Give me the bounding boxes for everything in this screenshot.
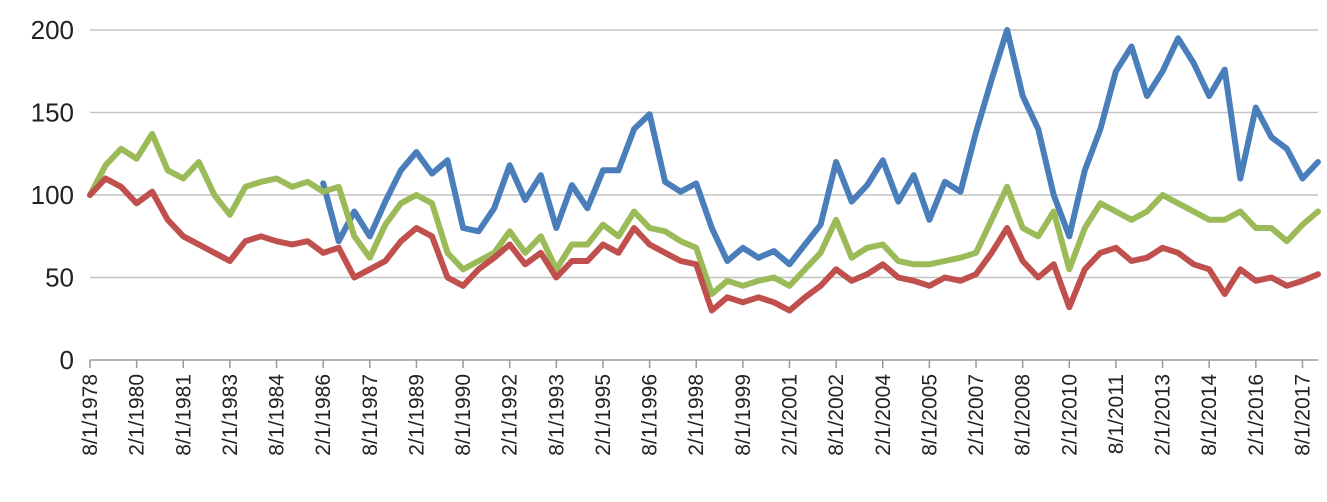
y-tick-label: 50	[45, 263, 74, 293]
gridlines	[90, 29, 1318, 361]
x-tick-label: 2/1/1989	[405, 374, 428, 456]
x-tick-label: 2/1/2010	[1058, 374, 1081, 456]
x-tick-label: 8/1/2008	[1012, 374, 1035, 456]
x-tick-label: 8/1/1987	[359, 374, 382, 456]
x-tick-label: 2/1/2013	[1152, 374, 1175, 456]
x-tick-label: 8/1/2011	[1105, 374, 1128, 454]
series-line-3	[87, 175, 1321, 314]
x-tick-label: 8/1/1996	[639, 374, 662, 456]
x-tick-label: 2/1/1983	[219, 374, 242, 456]
x-tick-label: 8/1/2014	[1198, 374, 1221, 456]
x-tick-label: 2/1/1995	[592, 374, 615, 456]
series-line-1	[320, 27, 1321, 268]
x-tick-label: 2/1/1992	[499, 374, 522, 456]
y-tick-label: 200	[31, 15, 74, 45]
x-tick-label: 8/1/1993	[545, 374, 568, 456]
y-tick-label: 0	[60, 345, 74, 375]
x-axis-ticks: 8/1/1978 2/1/1980 8/1/1981 2/1/1983 8/1/1984…	[79, 360, 1314, 456]
y-tick-label: 150	[31, 98, 74, 128]
x-tick-label: 2/1/2001	[778, 374, 801, 456]
y-axis-ticks: 0 50 100 150 200	[31, 15, 74, 375]
y-tick-label: 100	[31, 180, 74, 210]
x-tick-label: 8/1/1999	[732, 374, 755, 456]
x-tick-label: 2/1/2007	[965, 374, 988, 456]
x-tick-label: 8/1/2002	[825, 374, 848, 456]
x-tick-label: 2/1/1980	[126, 374, 149, 456]
series-line-2	[87, 130, 1321, 297]
x-tick-label: 2/1/1986	[312, 374, 335, 456]
x-tick-label: 8/1/1978	[79, 374, 102, 456]
x-tick-label: 8/1/1984	[266, 374, 289, 456]
x-tick-label: 2/1/2016	[1245, 374, 1268, 456]
series-lines	[87, 27, 1321, 314]
x-tick-label: 8/1/1990	[452, 374, 475, 456]
x-tick-label: 8/1/2017	[1291, 374, 1314, 456]
x-tick-label: 8/1/2005	[918, 374, 941, 456]
x-tick-label: 2/1/2004	[872, 374, 895, 456]
x-tick-label: 2/1/1998	[685, 374, 708, 456]
x-tick-label: 8/1/1981	[172, 374, 195, 456]
